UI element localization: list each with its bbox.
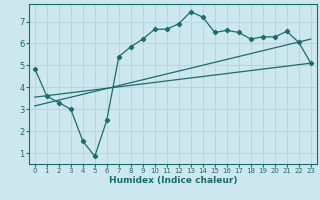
X-axis label: Humidex (Indice chaleur): Humidex (Indice chaleur) <box>108 176 237 185</box>
